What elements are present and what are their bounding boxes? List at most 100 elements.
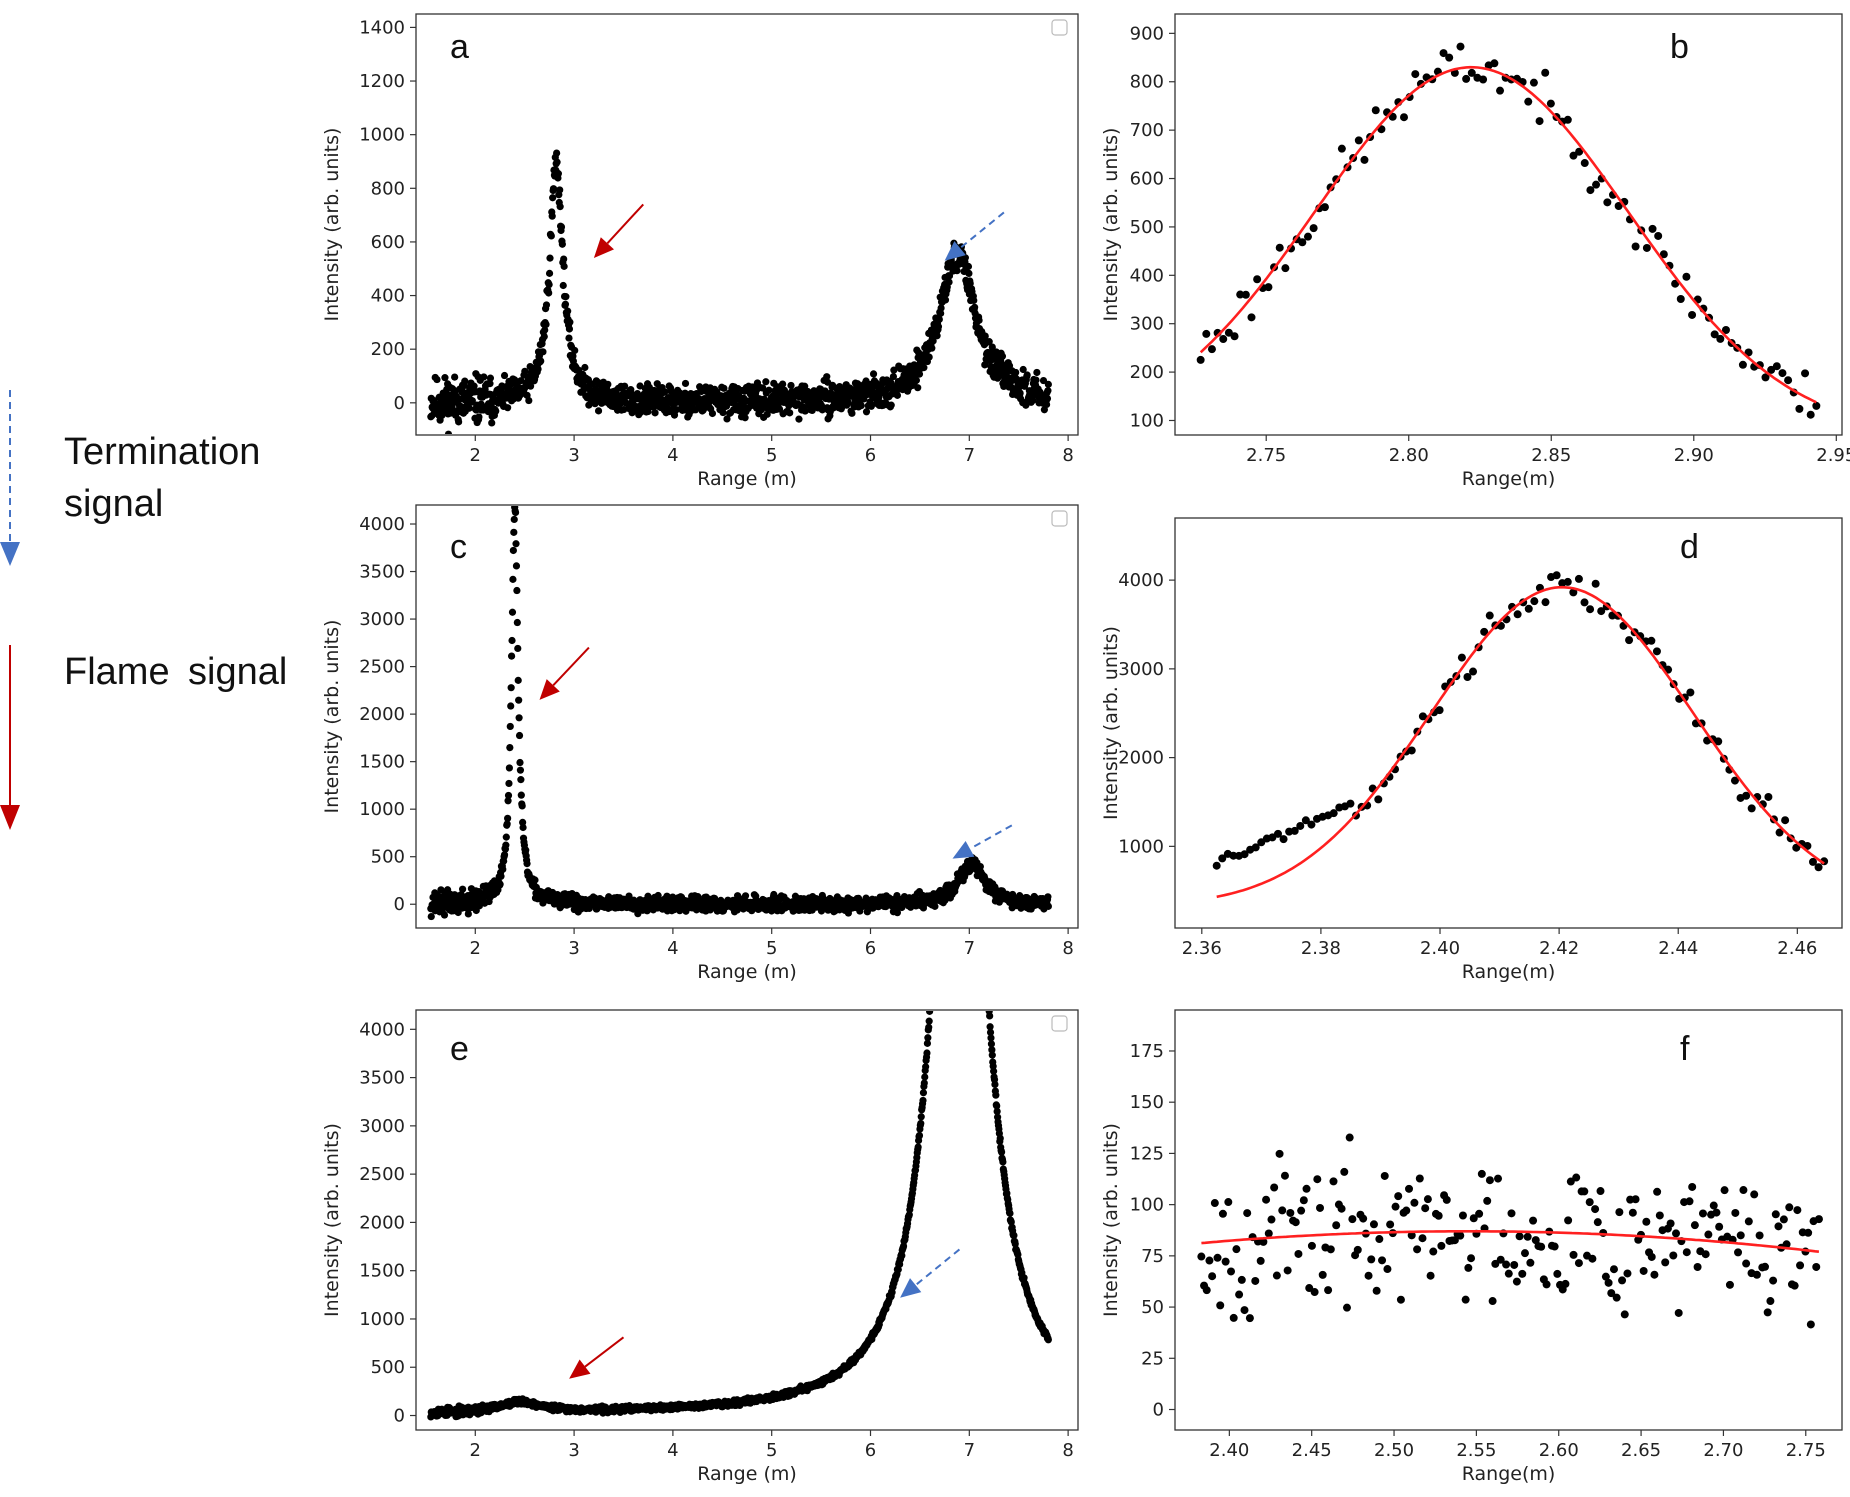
data-point	[1469, 667, 1478, 676]
panel-letter-e: e	[450, 1030, 469, 1068]
data-point	[515, 731, 524, 740]
data-point	[1688, 1182, 1697, 1191]
data-point	[1782, 1240, 1791, 1249]
x-tick-label-a: 5	[766, 445, 777, 466]
data-point	[534, 365, 542, 373]
x-tick-label-b: 2.80	[1389, 445, 1429, 466]
data-point	[925, 353, 933, 361]
data-point	[988, 343, 996, 351]
data-point	[1530, 597, 1539, 606]
data-point	[1309, 224, 1318, 233]
data-point	[1688, 310, 1697, 319]
data-point	[945, 667, 952, 674]
data-point	[1407, 1231, 1416, 1240]
termination-arrow-head-e	[900, 1278, 922, 1298]
data-point	[1596, 1187, 1605, 1196]
data-point	[1020, 1274, 1028, 1282]
data-point	[957, 544, 964, 551]
data-point	[1523, 1232, 1532, 1241]
data-point	[519, 823, 527, 832]
y-tick-label-e: 500	[371, 1357, 405, 1378]
x-tick-label-f: 2.60	[1539, 1440, 1579, 1461]
data-point	[1402, 1206, 1411, 1215]
legend-box-c	[1051, 510, 1068, 527]
data-point	[965, 269, 973, 278]
data-point	[1434, 1211, 1443, 1220]
data-point	[492, 407, 500, 415]
y-tick-label-b: 900	[1130, 23, 1164, 44]
termination-arrow-shaft-c	[969, 824, 1013, 850]
data-point	[1332, 1221, 1341, 1230]
flame-arrow-shaft-c	[552, 646, 590, 687]
data-point	[787, 381, 795, 390]
data-point	[1742, 1259, 1751, 1268]
data-point	[1730, 776, 1739, 785]
data-point	[976, 862, 984, 871]
data-point	[1375, 1235, 1384, 1244]
x-tick-label-a: 6	[865, 445, 876, 466]
data-point	[1011, 1240, 1019, 1248]
data-point	[988, 1051, 996, 1059]
data-point	[960, 557, 967, 564]
data-point	[960, 564, 967, 571]
plot-frame-e	[415, 1009, 1079, 1431]
y-axis-label-d: Intensity (arb. units)	[1100, 626, 1122, 820]
data-point	[1272, 1271, 1281, 1280]
y-tick-label-b: 700	[1130, 120, 1164, 141]
data-point	[441, 374, 449, 382]
data-point	[1374, 795, 1383, 804]
y-tick-label-f: 50	[1141, 1297, 1164, 1318]
data-point	[1262, 1195, 1271, 1204]
data-point	[889, 372, 898, 381]
data-point	[925, 1023, 933, 1031]
data-point	[497, 872, 505, 880]
data-point	[1491, 1259, 1500, 1268]
data-point	[505, 764, 513, 772]
x-tick-label-c: 2	[470, 938, 481, 959]
termination-legend-arrow-head	[0, 542, 20, 566]
y-tick-label-b: 600	[1130, 169, 1164, 190]
data-point	[971, 303, 979, 311]
data-point	[1806, 1320, 1815, 1329]
data-point	[966, 650, 973, 657]
data-point	[1303, 232, 1312, 241]
data-point	[998, 352, 1007, 360]
data-point	[929, 963, 936, 970]
data-point	[1033, 368, 1041, 377]
data-point	[1400, 113, 1409, 122]
y-tick-label-b: 300	[1130, 314, 1164, 335]
data-point	[1592, 180, 1601, 189]
data-point	[1017, 904, 1025, 912]
data-point	[1795, 404, 1804, 413]
data-point	[1793, 1206, 1802, 1215]
data-point	[1631, 242, 1640, 251]
data-point	[971, 754, 978, 761]
panel-b: 2.752.802.852.902.9510020030040050060070…	[1100, 13, 1850, 490]
data-point	[779, 380, 787, 388]
x-tick-label-e: 7	[964, 1440, 975, 1461]
data-point	[1659, 250, 1668, 259]
data-point	[974, 807, 981, 814]
data-point	[823, 373, 831, 381]
data-point	[720, 384, 728, 392]
data-point	[763, 410, 771, 418]
data-points-b	[1196, 42, 1821, 419]
data-point	[1642, 243, 1651, 252]
data-point	[1450, 1236, 1459, 1245]
data-point	[1490, 59, 1499, 68]
data-point	[1415, 1174, 1424, 1183]
data-point	[1806, 410, 1815, 419]
data-point	[1763, 1308, 1772, 1317]
data-point	[980, 915, 987, 922]
x-tick-label-c: 7	[964, 938, 975, 959]
y-tick-label-a: 1400	[359, 17, 405, 38]
data-point	[912, 376, 920, 384]
data-point	[1372, 1286, 1381, 1295]
data-point	[553, 158, 561, 166]
data-point	[1618, 1276, 1627, 1285]
data-point	[566, 318, 574, 326]
data-point	[1701, 1250, 1710, 1259]
data-point	[517, 776, 525, 784]
data-point	[997, 1148, 1006, 1156]
x-tick-label-a: 2	[470, 445, 481, 466]
